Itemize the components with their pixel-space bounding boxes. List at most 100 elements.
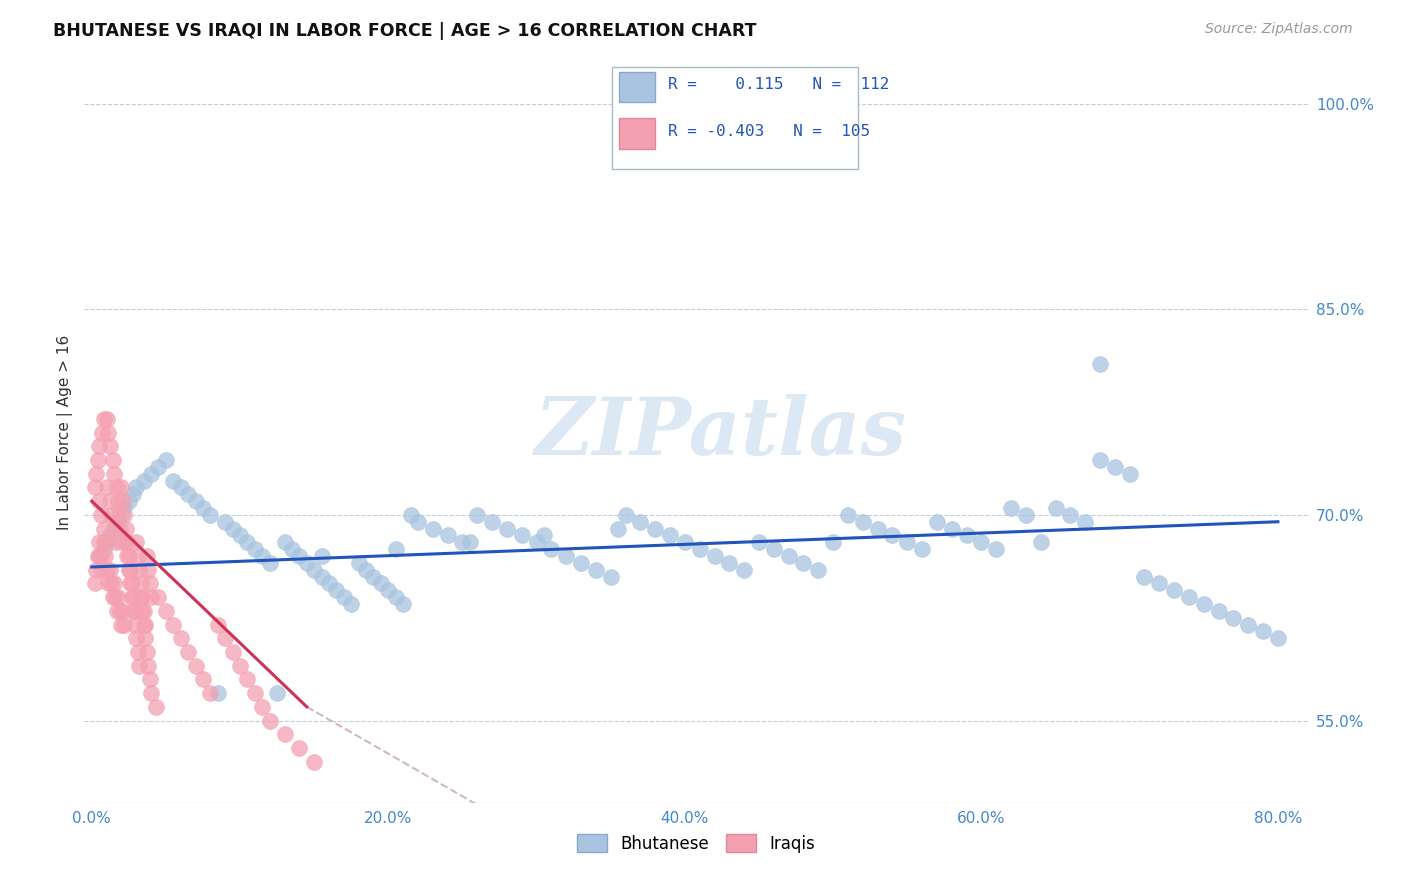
Point	[132, 474, 155, 488]
Point	[748, 535, 770, 549]
Point	[214, 515, 236, 529]
Point	[100, 508, 122, 522]
Point	[105, 480, 128, 494]
Point	[139, 590, 162, 604]
Point	[273, 535, 295, 549]
Point	[585, 563, 607, 577]
Point	[89, 494, 111, 508]
Point	[98, 494, 121, 508]
Point	[184, 658, 207, 673]
Point	[1074, 515, 1097, 529]
Point	[94, 549, 117, 563]
Point	[103, 522, 125, 536]
Point	[93, 412, 115, 426]
Point	[599, 569, 621, 583]
Point	[86, 549, 108, 563]
Point	[124, 617, 146, 632]
Point	[110, 535, 132, 549]
Point	[111, 494, 134, 508]
Point	[1163, 583, 1185, 598]
Point	[458, 535, 481, 549]
Point	[108, 604, 131, 618]
Point	[129, 590, 152, 604]
Point	[117, 549, 139, 563]
Point	[941, 522, 963, 536]
Point	[384, 590, 406, 604]
Point	[236, 535, 259, 549]
Point	[569, 556, 592, 570]
Point	[96, 563, 118, 577]
Point	[347, 556, 370, 570]
Point	[122, 604, 145, 618]
Point	[111, 604, 134, 618]
Point	[117, 535, 139, 549]
Point	[86, 453, 108, 467]
Point	[155, 453, 177, 467]
Point	[384, 542, 406, 557]
Point	[136, 563, 159, 577]
Point	[302, 755, 325, 769]
Point	[121, 576, 143, 591]
Point	[689, 542, 711, 557]
Point	[1178, 590, 1201, 604]
Point	[229, 658, 252, 673]
Point	[628, 515, 651, 529]
Point	[243, 542, 266, 557]
Point	[607, 522, 630, 536]
Point	[84, 467, 107, 481]
Point	[207, 617, 229, 632]
Point	[259, 714, 281, 728]
Point	[104, 590, 127, 604]
Point	[139, 467, 162, 481]
Point	[101, 590, 124, 604]
Point	[333, 590, 356, 604]
Point	[555, 549, 578, 563]
Point	[1000, 501, 1022, 516]
Point	[955, 528, 977, 542]
Point	[1088, 357, 1111, 371]
Point	[318, 576, 340, 591]
Point	[354, 563, 377, 577]
Point	[115, 522, 138, 536]
Point	[184, 494, 207, 508]
Y-axis label: In Labor Force | Age > 16: In Labor Force | Age > 16	[58, 335, 73, 530]
Point	[1029, 535, 1052, 549]
Point	[1133, 569, 1156, 583]
Point	[896, 535, 918, 549]
Point	[718, 556, 741, 570]
Point	[496, 522, 519, 536]
Legend: Bhutanese, Iraqis: Bhutanese, Iraqis	[568, 826, 824, 861]
Point	[866, 522, 889, 536]
Point	[340, 597, 363, 611]
Point	[778, 549, 800, 563]
Point	[1267, 632, 1289, 646]
Point	[145, 699, 167, 714]
Point	[120, 563, 142, 577]
Point	[526, 535, 548, 549]
Point	[533, 528, 555, 542]
Point	[852, 515, 875, 529]
Point	[311, 549, 333, 563]
Point	[134, 617, 156, 632]
Point	[103, 522, 125, 536]
Point	[392, 597, 415, 611]
Point	[107, 515, 129, 529]
Point	[200, 508, 222, 522]
Text: ZIPatlas: ZIPatlas	[534, 394, 907, 471]
Point	[614, 508, 637, 522]
Point	[100, 576, 122, 591]
Point	[128, 563, 150, 577]
Point	[177, 487, 200, 501]
Point	[451, 535, 474, 549]
Point	[83, 576, 105, 591]
Point	[762, 542, 785, 557]
Point	[139, 686, 162, 700]
Point	[115, 535, 138, 549]
Point	[101, 453, 124, 467]
Point	[93, 542, 115, 557]
Point	[125, 632, 148, 646]
Point	[970, 535, 993, 549]
Point	[325, 583, 347, 598]
Point	[191, 673, 214, 687]
Point	[214, 632, 236, 646]
